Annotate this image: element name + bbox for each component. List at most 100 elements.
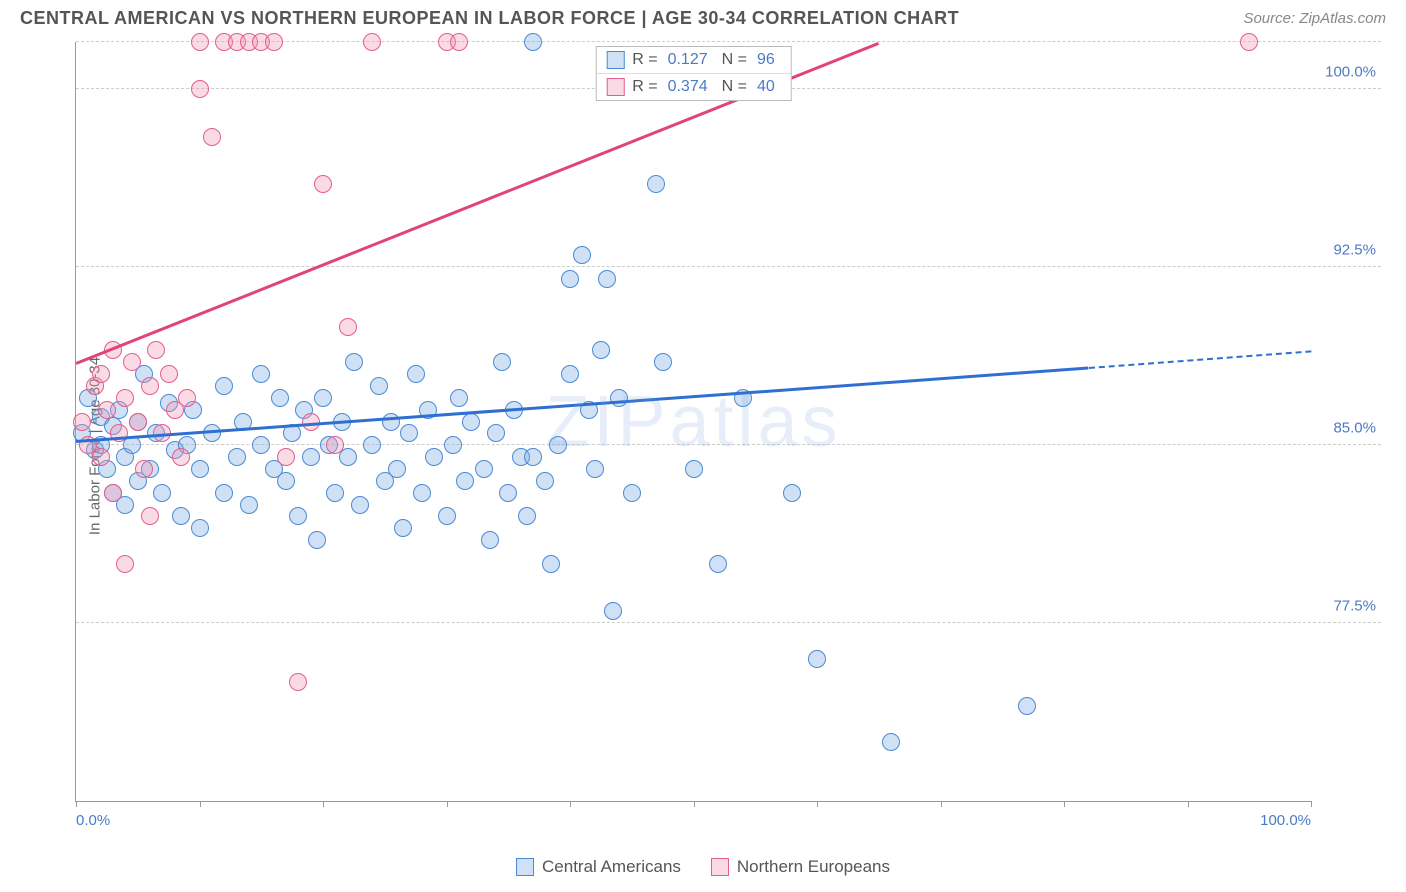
data-point — [153, 484, 171, 502]
data-point — [808, 650, 826, 668]
gridline — [76, 444, 1381, 445]
data-point — [191, 80, 209, 98]
data-point — [456, 472, 474, 490]
legend-swatch — [606, 78, 624, 96]
legend-r-label: R = — [632, 78, 657, 96]
x-tick — [323, 801, 324, 807]
data-point — [98, 401, 116, 419]
data-point — [549, 436, 567, 454]
x-tick — [1188, 801, 1189, 807]
x-tick — [76, 801, 77, 807]
data-point — [388, 460, 406, 478]
x-tick — [941, 801, 942, 807]
legend-swatch — [711, 858, 729, 876]
data-point — [289, 673, 307, 691]
y-tick-label: 100.0% — [1325, 64, 1376, 81]
legend-swatch — [606, 51, 624, 69]
data-point — [178, 389, 196, 407]
data-point — [604, 602, 622, 620]
trendline-extrapolated — [1089, 350, 1311, 369]
data-point — [147, 341, 165, 359]
data-point — [160, 365, 178, 383]
chart-source: Source: ZipAtlas.com — [1243, 10, 1386, 27]
legend-n-label: N = — [722, 51, 747, 69]
legend-item: Central Americans — [516, 857, 681, 877]
data-point — [302, 448, 320, 466]
data-point — [382, 413, 400, 431]
data-point — [363, 436, 381, 454]
chart-container: ZIPatlas R =0.127N =96R =0.374N =40 77.5… — [45, 42, 1381, 832]
data-point — [685, 460, 703, 478]
data-point — [277, 448, 295, 466]
data-point — [783, 484, 801, 502]
legend-n-value: 40 — [757, 78, 775, 96]
x-tick — [1311, 801, 1312, 807]
data-point — [104, 484, 122, 502]
data-point — [623, 484, 641, 502]
data-point — [135, 460, 153, 478]
data-point — [493, 353, 511, 371]
data-point — [536, 472, 554, 490]
plot-area: ZIPatlas R =0.127N =96R =0.374N =40 77.5… — [75, 42, 1311, 802]
gridline — [76, 266, 1381, 267]
data-point — [191, 460, 209, 478]
legend-n-value: 96 — [757, 51, 775, 69]
data-point — [191, 33, 209, 51]
data-point — [326, 484, 344, 502]
data-point — [191, 519, 209, 537]
data-point — [598, 270, 616, 288]
data-point — [524, 448, 542, 466]
data-point — [438, 507, 456, 525]
data-point — [351, 496, 369, 514]
data-point — [92, 448, 110, 466]
data-point — [289, 507, 307, 525]
data-point — [92, 365, 110, 383]
data-point — [882, 733, 900, 751]
data-point — [542, 555, 560, 573]
legend-swatch — [516, 858, 534, 876]
legend-label: Central Americans — [542, 857, 681, 877]
data-point — [265, 33, 283, 51]
x-tick-label: 0.0% — [76, 812, 110, 829]
data-point — [129, 413, 147, 431]
y-tick-label: 85.0% — [1333, 420, 1376, 437]
legend-r-value: 0.127 — [668, 51, 708, 69]
gridline — [76, 622, 1381, 623]
legend-row: R = 0.127 N = 96 — [596, 47, 791, 73]
data-point — [215, 484, 233, 502]
data-point — [524, 33, 542, 51]
data-point — [450, 33, 468, 51]
data-point — [1018, 697, 1036, 715]
x-tick — [1064, 801, 1065, 807]
data-point — [413, 484, 431, 502]
data-point — [475, 460, 493, 478]
data-point — [573, 246, 591, 264]
x-tick — [570, 801, 571, 807]
data-point — [499, 484, 517, 502]
data-point — [172, 507, 190, 525]
x-tick — [200, 801, 201, 807]
legend-n-label: N = — [722, 78, 747, 96]
data-point — [487, 424, 505, 442]
data-point — [709, 555, 727, 573]
data-point — [370, 377, 388, 395]
data-point — [425, 448, 443, 466]
legend-r-label: R = — [632, 51, 657, 69]
data-point — [252, 436, 270, 454]
data-point — [141, 507, 159, 525]
y-tick-label: 92.5% — [1333, 242, 1376, 259]
data-point — [277, 472, 295, 490]
data-point — [394, 519, 412, 537]
data-point — [252, 365, 270, 383]
data-point — [141, 377, 159, 395]
data-point — [654, 353, 672, 371]
data-point — [314, 389, 332, 407]
data-point — [326, 436, 344, 454]
data-point — [339, 318, 357, 336]
data-point — [586, 460, 604, 478]
series-legend: Central AmericansNorthern Europeans — [516, 857, 890, 877]
data-point — [73, 413, 91, 431]
data-point — [240, 496, 258, 514]
data-point — [400, 424, 418, 442]
data-point — [561, 365, 579, 383]
